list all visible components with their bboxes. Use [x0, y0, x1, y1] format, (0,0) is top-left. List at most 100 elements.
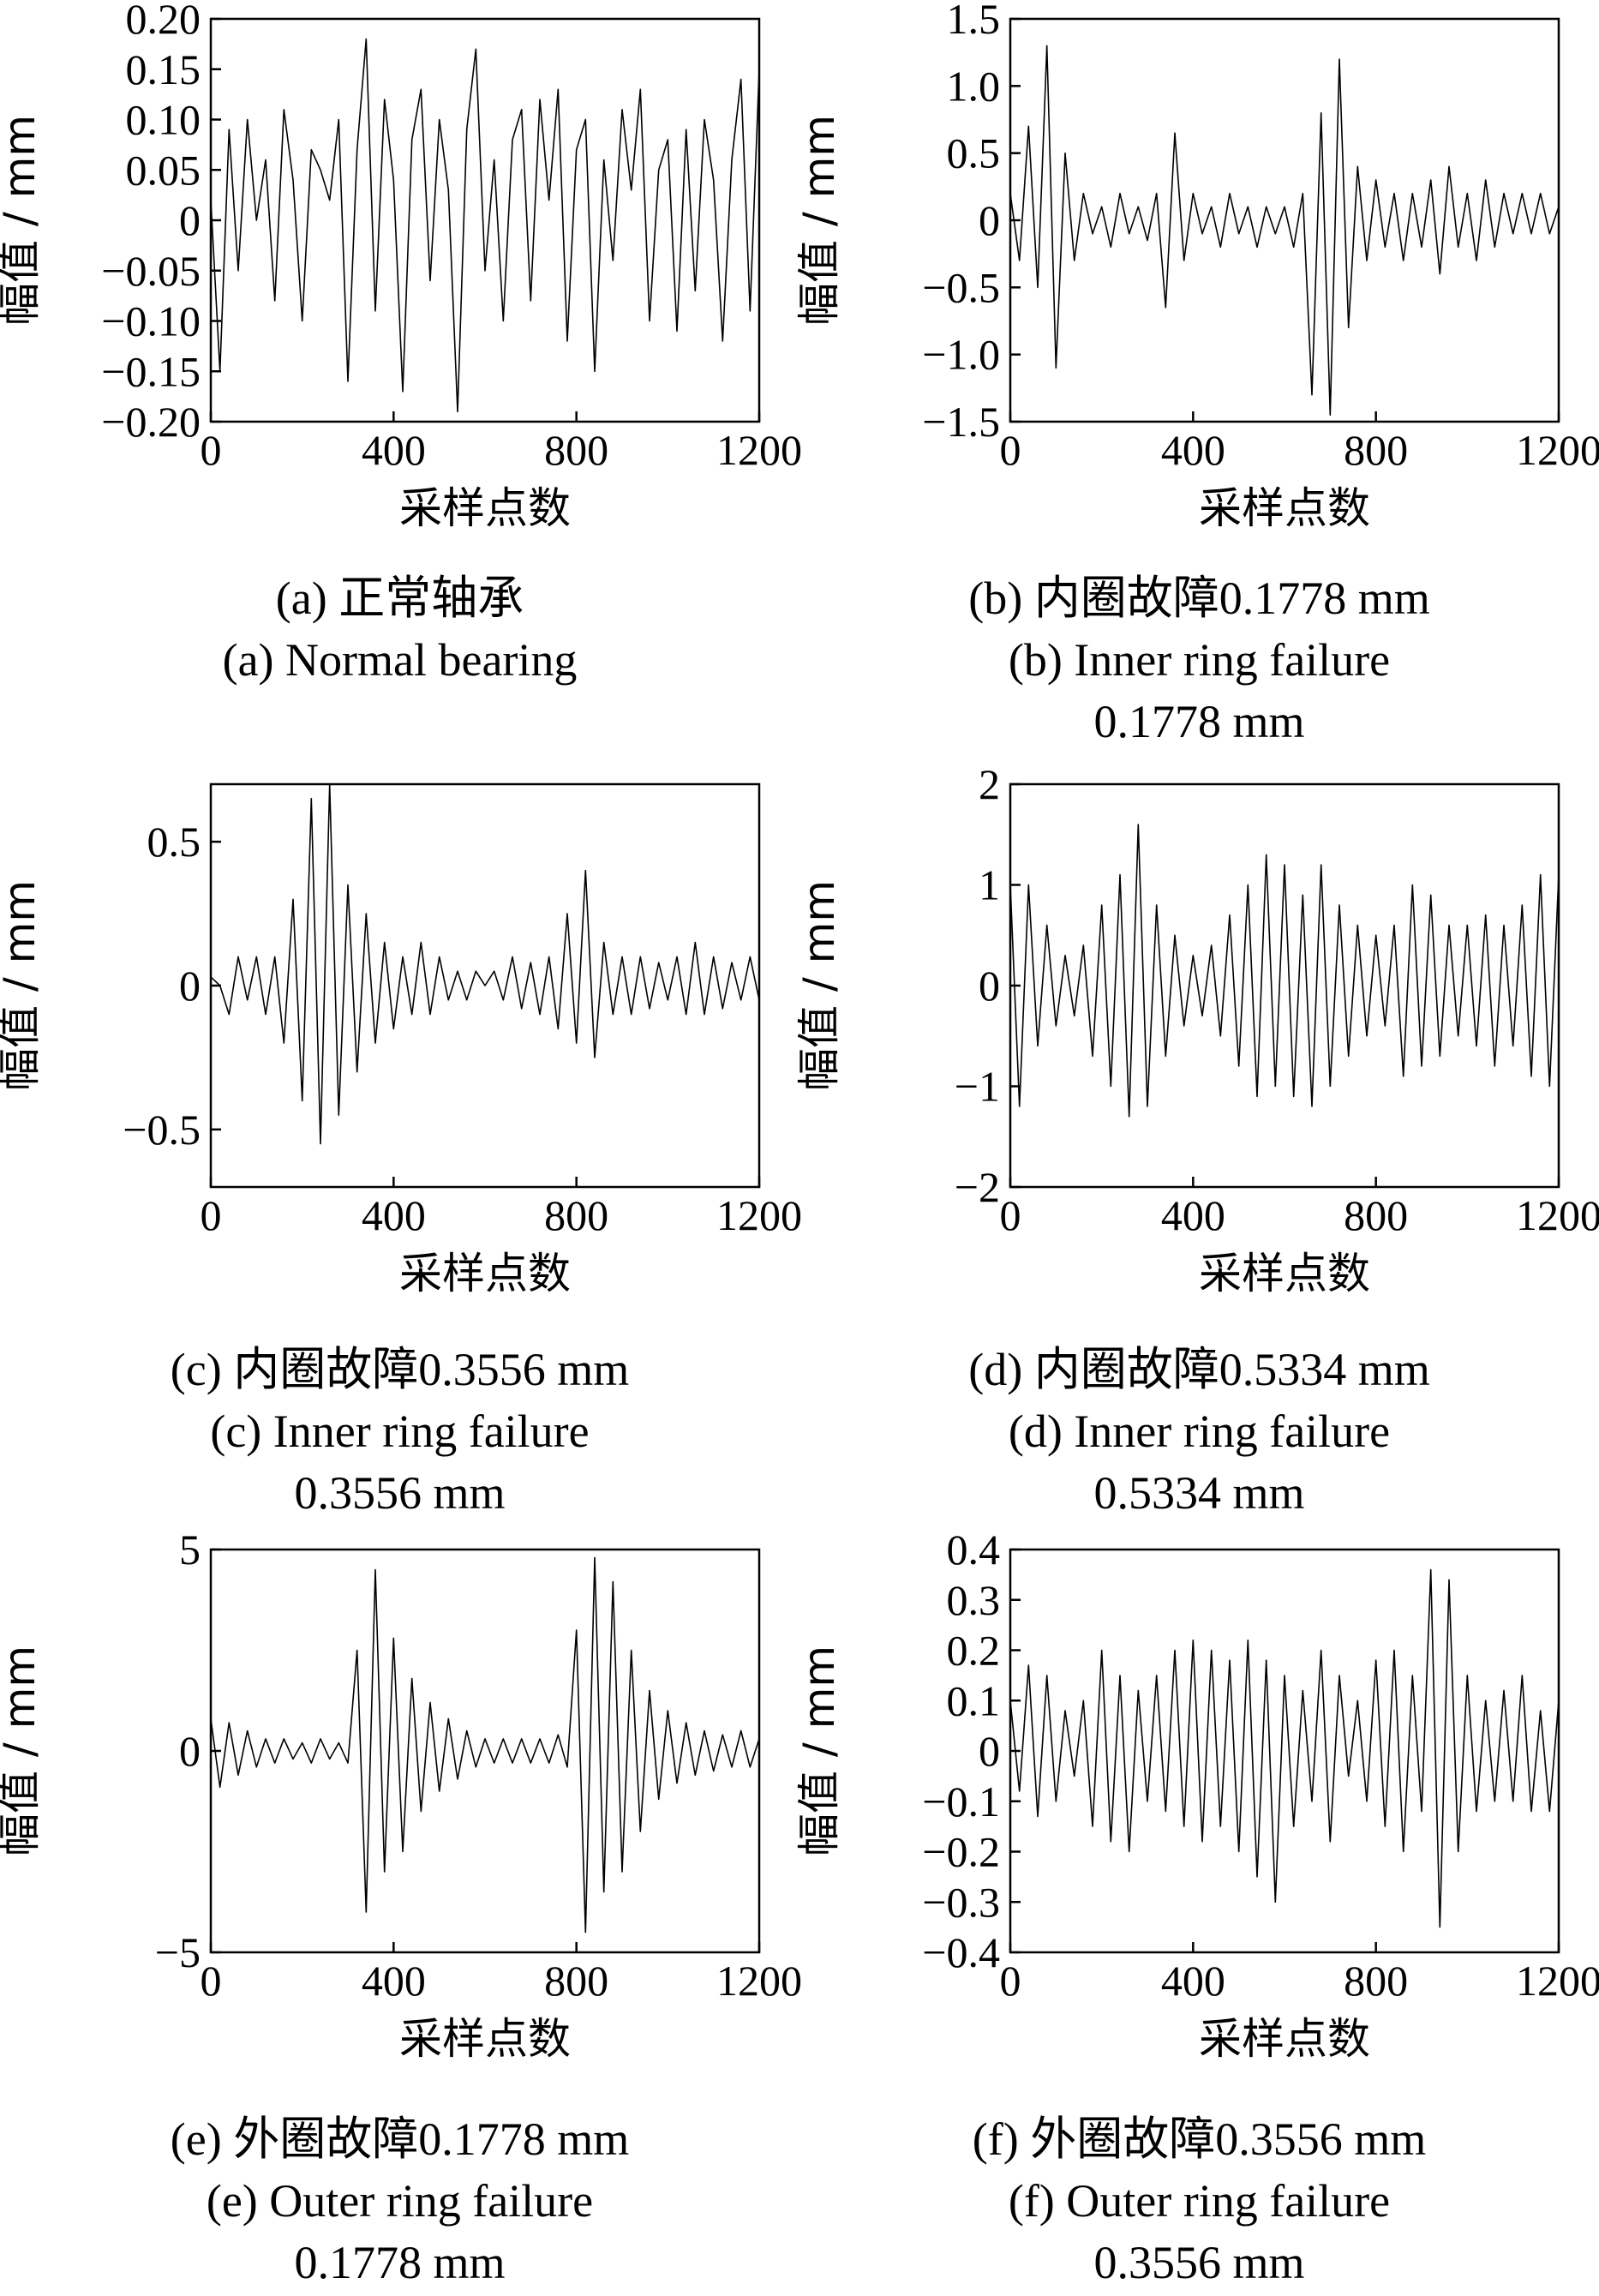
caption-d: (d) 内圈故障0.5334 mm (d) Inner ring failure…: [800, 1339, 1599, 1524]
x-axis-title-f: 采样点数: [1199, 2014, 1370, 2064]
y-tick-label-d-3: 1: [979, 861, 1000, 909]
x-tick-label-b-1: 400: [1161, 426, 1225, 474]
y-tick-label-c-2: 0.5: [147, 818, 201, 866]
panel-d: 0 400 800 1200 −2 −1 0 1 2 采样点数 幅值 / mm: [794, 760, 1599, 1531]
caption-a-zh: (a) 正常轴承: [275, 573, 524, 624]
y-tick-label-c-0: −0.5: [123, 1106, 201, 1154]
caption-e-zh: (e) 外圈故障0.1778 mm: [170, 2113, 630, 2165]
caption-c-en: (c) Inner ring failure: [210, 1406, 590, 1457]
chart-a: 0 400 800 1200−0.20−0.15−0.10−0.0500.050.10…: [0, 0, 802, 533]
x-tick-label-a-1: 400: [362, 426, 426, 474]
y-axis-title-e: 幅值 / mm: [0, 1646, 45, 1856]
caption-c-en2: 0.3556 mm: [294, 1467, 506, 1519]
x-tick-label-c-1: 400: [362, 1191, 426, 1239]
caption-e: (e) 外圈故障0.1778 mm (e) Outer ring failure…: [0, 2108, 800, 2293]
x-axis-title-d: 采样点数: [1199, 1249, 1370, 1298]
y-tick-label-a-0: −0.20: [101, 398, 201, 446]
y-axis-title-d: 幅值 / mm: [794, 880, 844, 1091]
y-tick-label-a-6: 0.10: [126, 96, 201, 144]
y-tick-label-a-5: 0.05: [126, 146, 201, 194]
x-tick-label-e-3: 1200: [716, 1957, 802, 2005]
x-axis-title-b: 采样点数: [1199, 483, 1370, 533]
x-tick-label-c-0: 0: [201, 1191, 222, 1239]
y-tick-label-a-2: −0.10: [101, 297, 201, 345]
y-tick-label-b-6: 1.5: [947, 0, 1001, 43]
y-tick-label-f-2: −0.2: [922, 1828, 1000, 1876]
y-tick-label-b-2: −0.5: [922, 263, 1000, 311]
caption-b-zh: (b) 内圈故障0.1778 mm: [968, 573, 1430, 624]
y-tick-label-d-2: 0: [979, 962, 1000, 1010]
caption-d-en2: 0.5334 mm: [1093, 1467, 1305, 1519]
y-tick-label-f-7: 0.3: [947, 1576, 1001, 1624]
x-tick-label-e-0: 0: [201, 1957, 222, 2005]
chart-b: 0 400 800 1200 −1.5 −1.0 −0.5 0 0.5 1.0 1.5 采样点数 幅值 …: [794, 0, 1599, 533]
caption-f-en2: 0.3556 mm: [1093, 2237, 1305, 2288]
y-tick-label-b-0: −1.5: [922, 398, 1000, 446]
y-axis-title-c: 幅值 / mm: [0, 880, 45, 1091]
caption-a: (a) 正常轴承 (a) Normal bearing: [0, 567, 800, 691]
trace-d: [1009, 824, 1560, 1118]
x-tick-label-a-0: 0: [201, 426, 222, 474]
caption-f: (f) 外圈故障0.3556 mm (f) Outer ring failure…: [800, 2108, 1599, 2293]
x-axis-title-e: 采样点数: [399, 2014, 571, 2064]
x-axis-title-a: 采样点数: [399, 483, 571, 533]
y-tick-label-a-4: 0: [179, 196, 201, 244]
x-tick-label-b-2: 800: [1344, 426, 1408, 474]
y-tick-label-e-2: 5: [179, 1526, 201, 1574]
trace-a: [210, 38, 760, 413]
caption-b-en: (b) Inner ring failure: [1008, 634, 1391, 686]
x-tick-label-d-2: 800: [1344, 1191, 1408, 1239]
plot-frame-a: [209, 17, 761, 423]
plot-frame-f: [1009, 1548, 1560, 1954]
x-tick-label-a-3: 1200: [716, 426, 802, 474]
y-axis-title-b: 幅值 / mm: [794, 115, 844, 326]
y-tick-label-f-4: 0: [979, 1727, 1000, 1775]
chart-f: 0 400 800 1200−0.4−0.3−0.2−0.100.10.20.30.4…: [794, 1526, 1599, 2064]
y-tick-label-f-5: 0.1: [947, 1676, 1001, 1724]
caption-f-en: (f) Outer ring failure: [1008, 2175, 1391, 2227]
caption-c: (c) 内圈故障0.3556 mm (c) Inner ring failure…: [0, 1339, 800, 1524]
trace-f: [1009, 1568, 1560, 1928]
y-tick-label-a-3: −0.05: [101, 247, 201, 295]
x-tick-label-c-2: 800: [544, 1191, 608, 1239]
y-tick-label-b-1: −1.0: [922, 331, 1000, 379]
y-tick-label-a-8: 0.20: [126, 0, 201, 43]
x-tick-label-d-3: 1200: [1516, 1191, 1599, 1239]
y-tick-label-d-4: 2: [979, 760, 1000, 808]
x-tick-label-b-0: 0: [1000, 426, 1021, 474]
trace-e: [210, 1556, 760, 1933]
caption-b-en2: 0.1778 mm: [1093, 696, 1305, 747]
y-tick-label-b-5: 1.0: [947, 62, 1001, 110]
chart-d: 0 400 800 1200 −2 −1 0 1 2 采样点数 幅值 / mm: [794, 760, 1599, 1298]
caption-e-en2: 0.1778 mm: [294, 2237, 506, 2288]
plot-frame-b: [1009, 17, 1560, 423]
y-tick-label-f-6: 0.2: [947, 1627, 1001, 1675]
y-tick-label-f-1: −0.3: [922, 1878, 1000, 1926]
trace-b: [1009, 45, 1560, 416]
panel-a: 0 400 800 1200 −0.20 −0.15 −0.10 −0.05 0 0.05 0.10…: [0, 0, 802, 765]
y-tick-label-d-1: −1: [955, 1063, 1000, 1111]
x-tick-label-f-3: 1200: [1516, 1957, 1599, 2005]
plot-frame-e: [209, 1548, 761, 1954]
caption-e-en: (e) Outer ring failure: [206, 2175, 594, 2227]
panel-f: 0 400 800 1200 −0.4 −0.3 −0.2 −0.1 0 0.1 0.2 0.3 0.4…: [794, 1526, 1599, 2296]
x-tick-label-f-1: 400: [1161, 1957, 1225, 2005]
caption-d-zh: (d) 内圈故障0.5334 mm: [968, 1344, 1430, 1395]
y-tick-label-b-3: 0: [979, 196, 1000, 244]
y-tick-label-e-1: 0: [179, 1727, 201, 1775]
trace-c: [210, 783, 760, 1145]
y-tick-label-e-0: −5: [155, 1928, 201, 1976]
x-tick-label-e-2: 800: [544, 1957, 608, 2005]
x-tick-label-b-3: 1200: [1516, 426, 1599, 474]
x-tick-label-f-0: 0: [1000, 1957, 1021, 2005]
x-tick-label-d-1: 400: [1161, 1191, 1225, 1239]
caption-b: (b) 内圈故障0.1778 mm (b) Inner ring failure…: [800, 567, 1599, 752]
x-tick-label-c-3: 1200: [716, 1191, 802, 1239]
y-tick-label-c-1: 0: [179, 962, 201, 1010]
caption-a-en: (a) Normal bearing: [222, 634, 578, 686]
x-tick-label-a-2: 800: [544, 426, 608, 474]
